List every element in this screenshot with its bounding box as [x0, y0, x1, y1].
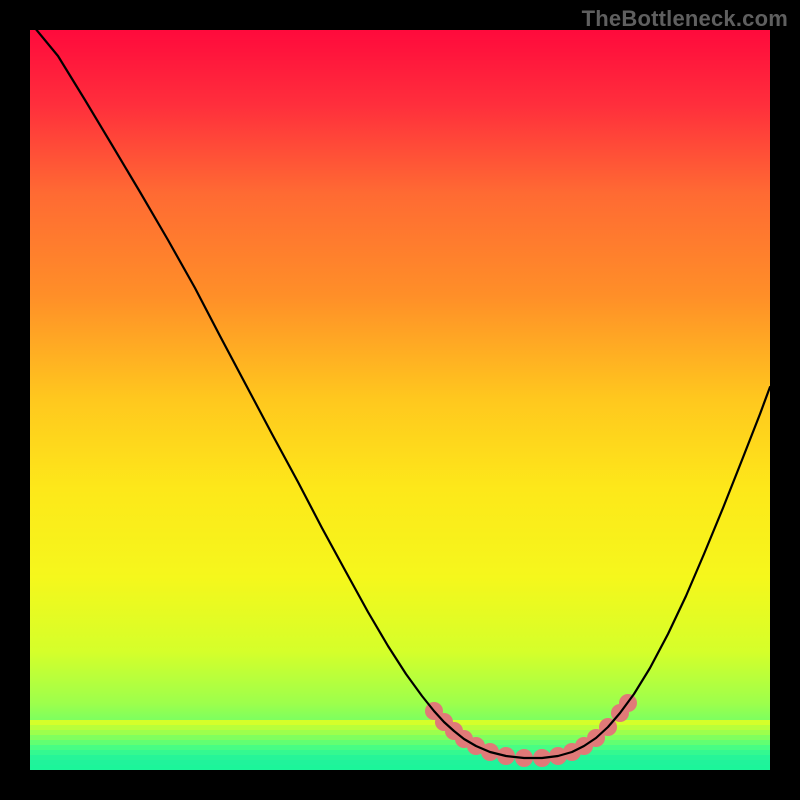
plot-area [30, 30, 770, 770]
watermark-text: TheBottleneck.com [582, 6, 788, 32]
gradient-background [30, 30, 770, 770]
bottleneck-curve-chart [30, 30, 770, 770]
chart-frame: TheBottleneck.com [0, 0, 800, 800]
bottom-green-band [30, 720, 770, 770]
